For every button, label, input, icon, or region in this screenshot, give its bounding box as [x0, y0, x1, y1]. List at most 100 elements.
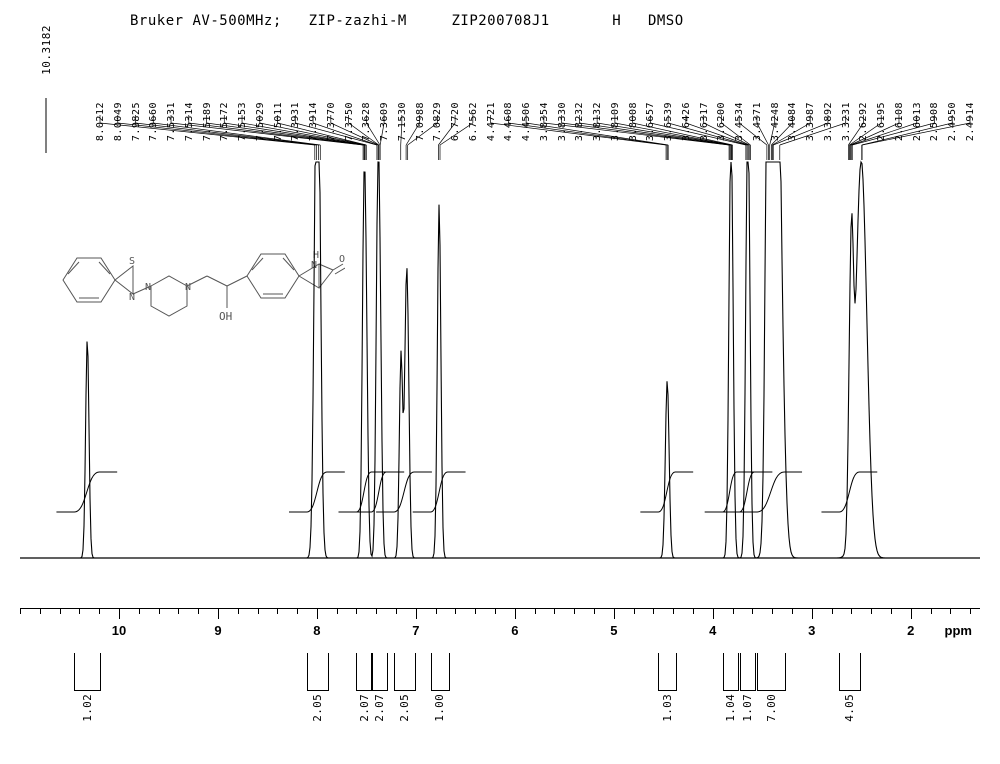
integral-bracket	[757, 660, 786, 691]
axis-label: 8	[313, 623, 320, 638]
axis-minor-tick	[574, 609, 575, 614]
axis-minor-tick	[792, 609, 793, 614]
axis-major-tick	[317, 609, 318, 619]
axis-minor-tick	[376, 609, 377, 614]
peak-tick	[0, 115, 1000, 160]
ppm-axis: ppm 1098765432	[20, 608, 980, 654]
peak-tick	[0, 115, 1000, 160]
integral-bracket	[839, 660, 861, 691]
peak-tick	[0, 115, 1000, 160]
axis-minor-tick	[495, 609, 496, 614]
peak-tick	[0, 115, 1000, 160]
axis-major-tick	[218, 609, 219, 619]
integral-value: 1.03	[661, 694, 673, 726]
integral-curve	[413, 472, 466, 512]
peak-tick	[0, 115, 1000, 160]
axis-minor-tick	[891, 609, 892, 614]
axis-minor-tick	[99, 609, 100, 614]
peak-tick	[0, 115, 1000, 160]
integral-bracket	[74, 660, 101, 691]
peak-tick	[0, 115, 1000, 160]
integral-curve	[821, 472, 877, 512]
peak-tick	[0, 115, 1000, 160]
axis-minor-tick	[535, 609, 536, 614]
peak-tick	[0, 115, 1000, 160]
integral-bracket	[431, 660, 450, 691]
integral-row: 1.022.052.072.072.051.001.031.041.077.00…	[20, 660, 980, 740]
axis-minor-tick	[436, 609, 437, 614]
axis-minor-tick	[356, 609, 357, 614]
integral-curve	[640, 472, 693, 512]
integral-value: 1.00	[433, 694, 445, 726]
axis-minor-tick	[970, 609, 971, 614]
axis-label: 9	[214, 623, 221, 638]
peak-tick	[0, 115, 1000, 160]
peak-tick	[0, 115, 1000, 160]
integral-value: 1.02	[81, 694, 93, 726]
peak-tick	[0, 115, 1000, 160]
peak-tick	[0, 115, 1000, 160]
peak-tick	[0, 115, 1000, 160]
axis-minor-tick	[60, 609, 61, 614]
integral-curve	[739, 472, 802, 512]
peak-tick	[0, 115, 1000, 160]
axis-minor-tick	[772, 609, 773, 614]
axis-minor-tick	[178, 609, 179, 614]
peak-tick	[0, 115, 1000, 160]
axis-minor-tick	[931, 609, 932, 614]
integral-value: 7.00	[765, 694, 777, 726]
axis-minor-tick	[79, 609, 80, 614]
peak-tick	[0, 115, 1000, 160]
peak-tick	[0, 115, 1000, 160]
peak-tick	[0, 115, 1000, 160]
axis-minor-tick	[159, 609, 160, 614]
axis-major-tick	[911, 609, 912, 619]
peak-tick	[0, 115, 1000, 160]
axis-major-tick	[515, 609, 516, 619]
axis-major-tick	[119, 609, 120, 619]
axis-label: 3	[808, 623, 815, 638]
axis-minor-tick	[20, 609, 21, 614]
peak-tick	[0, 115, 1000, 160]
peak-tick	[0, 115, 1000, 160]
axis-minor-tick	[258, 609, 259, 614]
peak-tick	[0, 115, 1000, 160]
axis-minor-tick	[396, 609, 397, 614]
axis-major-tick	[713, 609, 714, 619]
peak-tick	[0, 115, 1000, 160]
peak-tick	[0, 115, 1000, 160]
integral-curve	[376, 472, 432, 512]
integral-bracket	[371, 660, 388, 691]
axis-label: 10	[112, 623, 126, 638]
peak-tick	[0, 115, 1000, 160]
axis-unit: ppm	[945, 623, 972, 638]
axis-minor-tick	[475, 609, 476, 614]
integral-bracket	[740, 660, 757, 691]
axis-minor-tick	[950, 609, 951, 614]
axis-label: 5	[610, 623, 617, 638]
peak-tick	[0, 115, 1000, 160]
peak-tick	[0, 115, 1000, 160]
peak-tick	[0, 115, 1000, 160]
peak-tick	[0, 115, 1000, 160]
peak-tick	[0, 115, 1000, 160]
axis-minor-tick	[871, 609, 872, 614]
axis-minor-tick	[752, 609, 753, 614]
axis-minor-tick	[238, 609, 239, 614]
integral-bracket	[394, 660, 416, 691]
axis-major-tick	[812, 609, 813, 619]
peak-tick	[0, 115, 1000, 160]
integral-value: 4.05	[843, 694, 855, 726]
peak-tick	[0, 115, 1000, 160]
peak-tick	[0, 115, 1000, 160]
nmr-spectrum-plot	[20, 160, 980, 590]
axis-minor-tick	[455, 609, 456, 614]
axis-minor-tick	[554, 609, 555, 614]
integral-value: 2.05	[311, 694, 323, 726]
peak-tick-row	[0, 115, 1000, 160]
peak-tick	[0, 115, 1000, 160]
peak-tick	[0, 115, 1000, 160]
peak-tick	[0, 115, 1000, 160]
axis-minor-tick	[673, 609, 674, 614]
peak-tick	[0, 115, 1000, 160]
